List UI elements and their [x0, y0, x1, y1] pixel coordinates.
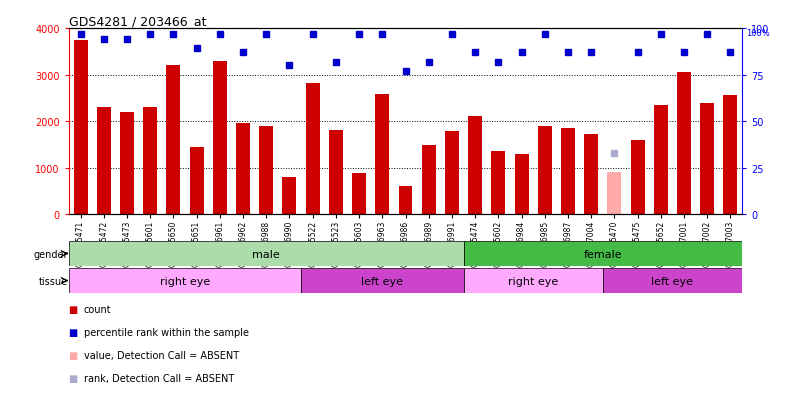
Text: left eye: left eye	[651, 276, 693, 286]
Bar	[74, 40, 88, 215]
Bar	[306, 84, 320, 215]
Bar	[398, 187, 413, 215]
Bar	[445, 132, 459, 215]
Bar	[468, 116, 482, 215]
Bar	[584, 134, 599, 215]
Bar	[677, 73, 691, 215]
Text: tissue: tissue	[39, 276, 68, 286]
Bar	[301, 268, 464, 293]
Bar	[190, 147, 204, 215]
Bar	[464, 268, 603, 293]
Bar	[260, 126, 273, 215]
Bar	[631, 140, 645, 215]
Text: ■: ■	[69, 373, 81, 383]
Text: GDS4281 / 203466_at: GDS4281 / 203466_at	[69, 15, 207, 28]
Text: ■: ■	[69, 305, 81, 315]
Bar	[166, 66, 180, 215]
Text: female: female	[583, 249, 622, 259]
Text: ■: ■	[69, 328, 81, 337]
Bar	[144, 108, 157, 215]
Text: gender: gender	[33, 249, 68, 259]
Bar	[375, 95, 389, 215]
Bar	[538, 126, 551, 215]
Text: male: male	[252, 249, 280, 259]
Bar	[422, 146, 436, 215]
Bar	[69, 242, 464, 266]
Bar	[464, 242, 742, 266]
Text: 100%: 100%	[746, 29, 770, 38]
Bar	[329, 130, 343, 215]
Text: value, Detection Call = ABSENT: value, Detection Call = ABSENT	[84, 350, 238, 360]
Bar	[654, 106, 667, 215]
Bar	[352, 174, 366, 215]
Text: left eye: left eye	[361, 276, 403, 286]
Bar	[97, 108, 111, 215]
Bar	[723, 95, 737, 215]
Text: right eye: right eye	[160, 276, 210, 286]
Bar	[491, 152, 505, 215]
Text: count: count	[84, 305, 111, 315]
Bar	[69, 268, 301, 293]
Bar	[561, 128, 575, 215]
Text: ■: ■	[69, 350, 81, 360]
Bar	[212, 62, 227, 215]
Bar	[120, 112, 134, 215]
Bar	[236, 124, 250, 215]
Bar	[282, 178, 296, 215]
Bar	[603, 268, 742, 293]
Bar	[700, 103, 714, 215]
Text: right eye: right eye	[508, 276, 558, 286]
Text: rank, Detection Call = ABSENT: rank, Detection Call = ABSENT	[84, 373, 234, 383]
Bar	[515, 154, 529, 215]
Text: percentile rank within the sample: percentile rank within the sample	[84, 328, 248, 337]
Bar	[607, 173, 621, 215]
